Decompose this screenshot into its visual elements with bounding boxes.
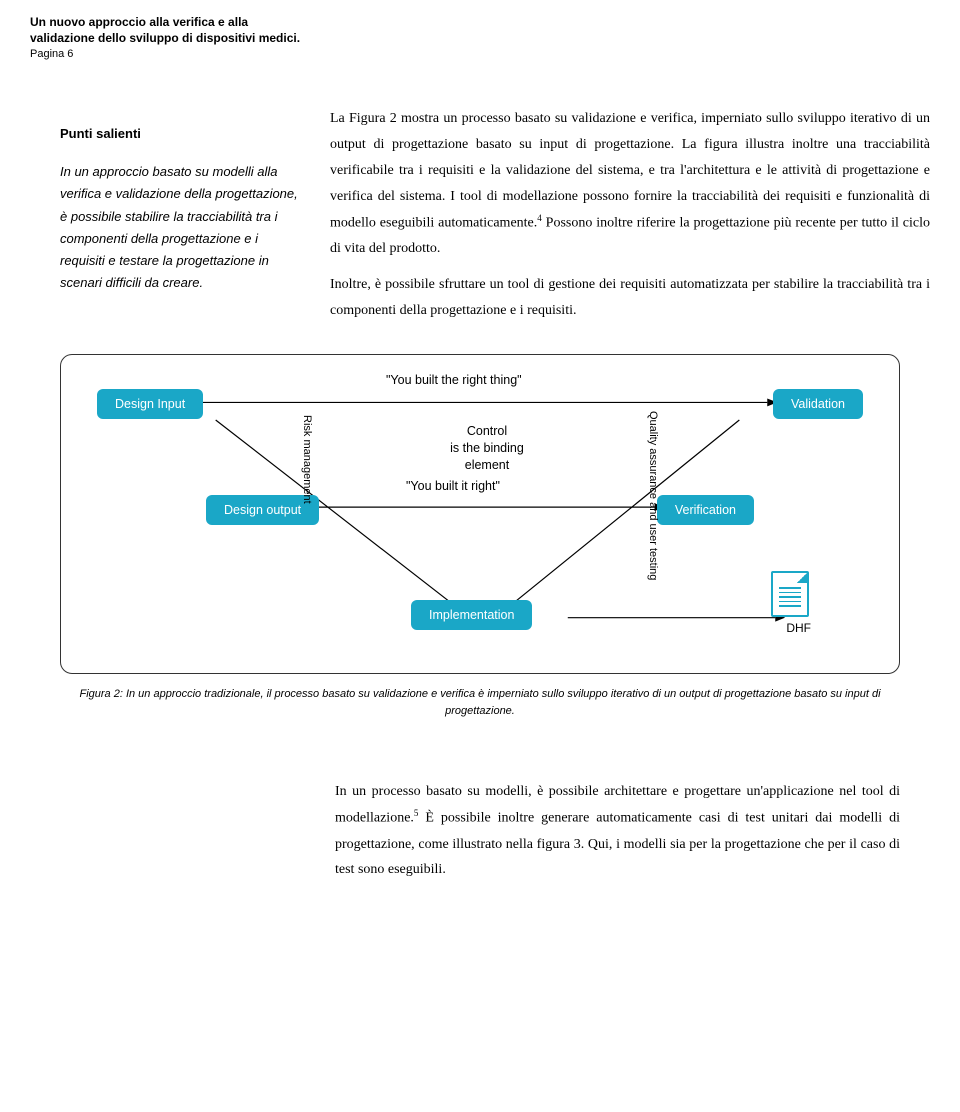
label-risk-management: Risk management [301, 415, 313, 504]
block-implementation: Implementation [411, 600, 532, 630]
dhf-label: DHF [786, 621, 811, 635]
body-paragraph-3: In un processo basato su modelli, è poss… [335, 779, 900, 883]
block-design-input: Design Input [97, 389, 203, 419]
sidebar-heading: Punti salienti [60, 126, 300, 141]
header-page-number: Pagina 6 [30, 48, 930, 60]
figure-2: "You built the right thing" Design Input… [60, 354, 900, 674]
sidebar-body-text: In un approccio basato su modelli alla v… [60, 161, 300, 294]
header-title-line1: Un nuovo approccio alla verifica e alla [30, 14, 930, 30]
header-title-line2: validazione dello sviluppo di dispositiv… [30, 30, 930, 46]
quote-top: "You built the right thing" [386, 373, 522, 387]
figure-2-caption: Figura 2: In un approccio tradizionale, … [60, 686, 900, 719]
control-text: Control is the binding element [427, 423, 547, 474]
sidebar: Punti salienti In un approccio basato su… [60, 106, 300, 334]
main-body: La Figura 2 mostra un processo basato su… [330, 106, 930, 334]
label-quality-assurance: Quality assurance and user testing [646, 411, 659, 580]
block-verification: Verification [657, 495, 754, 525]
quote-bottom: "You built it right" [406, 479, 500, 493]
block-validation: Validation [773, 389, 863, 419]
body-paragraph-1: La Figura 2 mostra un processo basato su… [330, 106, 930, 262]
body-paragraph-2: Inoltre, è possibile sfruttare un tool d… [330, 272, 930, 324]
dhf-icon [771, 571, 809, 617]
